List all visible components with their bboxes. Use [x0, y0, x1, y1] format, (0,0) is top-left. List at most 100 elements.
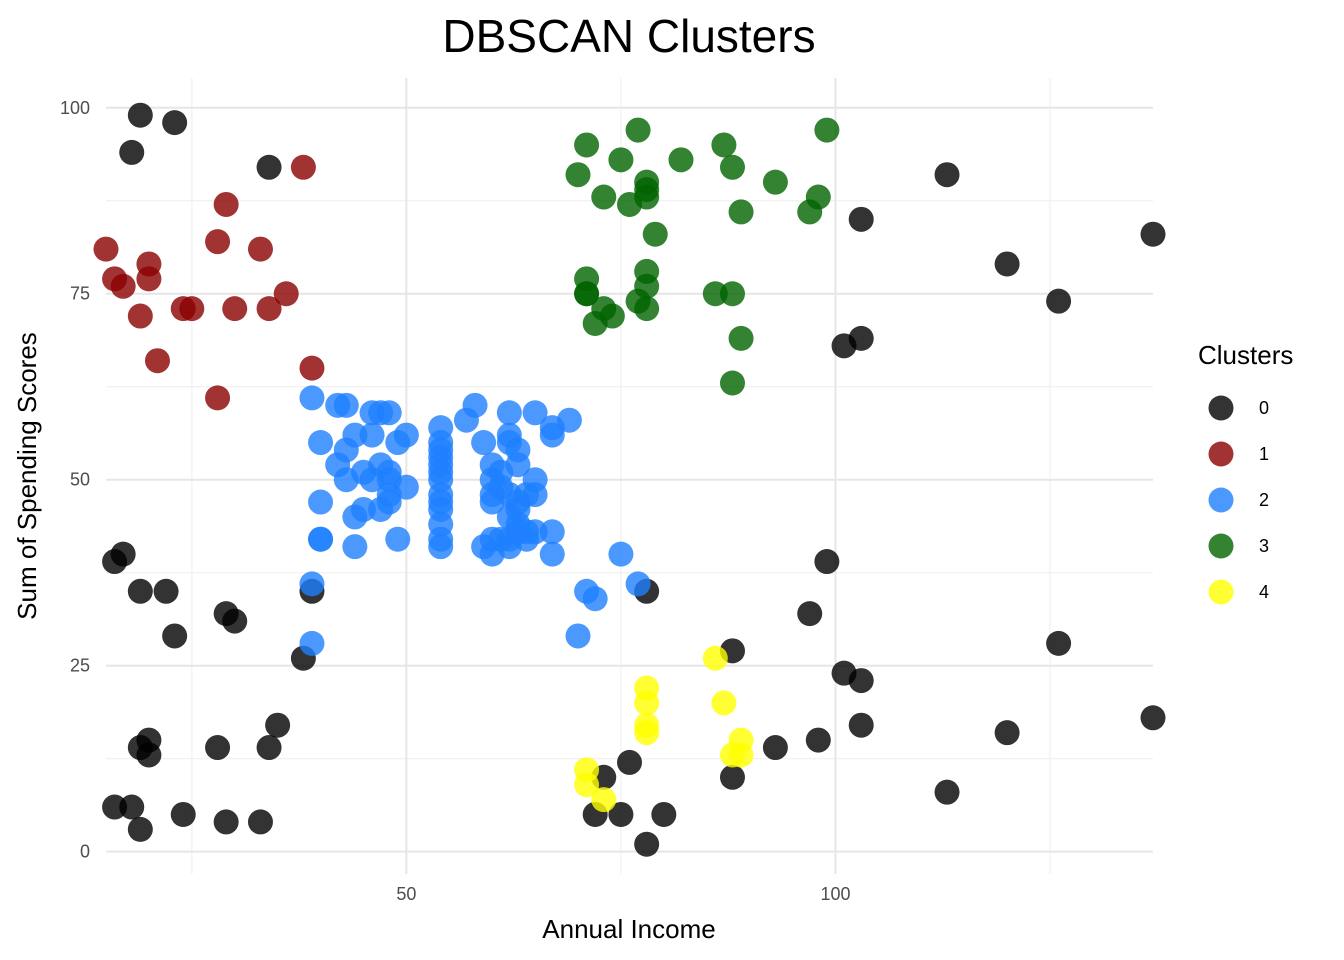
- data-point: [136, 266, 162, 292]
- data-point: [539, 422, 565, 448]
- data-point: [256, 296, 282, 322]
- data-point: [127, 578, 153, 604]
- data-point: [711, 690, 737, 716]
- legend-title: Clusters: [1198, 340, 1293, 370]
- data-point: [102, 794, 128, 820]
- data-point: [994, 720, 1020, 746]
- data-point: [719, 154, 745, 180]
- data-point: [342, 534, 368, 560]
- data-point: [539, 519, 565, 545]
- data-point: [1046, 288, 1072, 314]
- legend-key: [1208, 579, 1234, 605]
- data-point: [273, 281, 299, 307]
- data-point: [342, 422, 368, 448]
- data-point: [162, 623, 188, 649]
- data-point: [256, 154, 282, 180]
- data-point: [565, 623, 591, 649]
- data-point: [591, 787, 617, 813]
- data-point: [110, 541, 136, 567]
- data-point: [110, 273, 136, 299]
- data-point: [574, 132, 600, 158]
- data-point: [144, 348, 170, 374]
- legend-key: [1208, 395, 1234, 421]
- y-tick-label: 0: [80, 842, 90, 862]
- data-point: [265, 712, 291, 738]
- data-point: [505, 452, 531, 478]
- data-point: [119, 139, 145, 165]
- data-point: [814, 549, 840, 575]
- x-tick-label: 50: [396, 884, 416, 904]
- data-point: [711, 132, 737, 158]
- data-point: [702, 281, 728, 307]
- y-tick-label: 25: [70, 656, 90, 676]
- data-point: [797, 601, 823, 627]
- data-point: [617, 749, 642, 775]
- data-point: [205, 385, 231, 411]
- data-point: [359, 422, 385, 448]
- data-point: [247, 236, 273, 262]
- data-point: [608, 147, 634, 173]
- data-point: [634, 296, 660, 322]
- y-tick-label: 100: [60, 98, 90, 118]
- data-point: [222, 296, 248, 322]
- chart-title: DBSCAN Clusters: [442, 10, 815, 62]
- data-point: [359, 467, 385, 493]
- data-point: [728, 199, 754, 225]
- data-point: [308, 526, 334, 552]
- data-point: [162, 110, 188, 136]
- data-point: [308, 430, 334, 456]
- data-point: [574, 281, 600, 307]
- data-point: [153, 578, 179, 604]
- data-point: [719, 764, 745, 790]
- data-point: [719, 370, 745, 396]
- data-point: [994, 251, 1020, 277]
- series-3: [565, 117, 840, 396]
- data-point: [127, 816, 153, 842]
- x-tick-label: 100: [820, 884, 850, 904]
- series-4: [574, 645, 754, 813]
- data-point: [213, 191, 239, 217]
- data-point: [848, 668, 874, 694]
- data-point: [376, 482, 402, 508]
- data-point: [290, 154, 316, 180]
- data-point: [797, 199, 823, 225]
- data-point: [762, 735, 788, 761]
- data-point: [471, 430, 497, 456]
- data-point: [591, 184, 617, 210]
- data-point: [522, 519, 548, 545]
- data-point: [299, 355, 325, 381]
- data-point: [762, 169, 788, 195]
- data-point: [428, 534, 454, 560]
- data-point: [299, 385, 325, 411]
- data-point: [256, 735, 282, 761]
- y-tick-label: 50: [70, 470, 90, 490]
- data-point: [205, 735, 231, 761]
- data-point: [934, 162, 960, 188]
- legend-key: [1208, 441, 1234, 467]
- data-point: [582, 586, 608, 612]
- series-2: [299, 385, 651, 656]
- data-point: [213, 809, 239, 835]
- data-point: [634, 720, 660, 746]
- data-point: [127, 303, 153, 329]
- legend-label: 2: [1259, 490, 1269, 510]
- data-point: [1046, 630, 1072, 656]
- data-point: [634, 690, 660, 716]
- legend-label: 0: [1259, 398, 1269, 418]
- series-1: [93, 154, 325, 411]
- data-point: [848, 206, 874, 232]
- data-point: [393, 422, 419, 448]
- legend-key: [1208, 533, 1234, 559]
- data-point: [170, 801, 196, 827]
- data-point: [728, 325, 754, 351]
- data-point: [1140, 221, 1166, 247]
- data-point: [805, 727, 831, 753]
- data-point: [608, 541, 634, 567]
- data-point: [247, 809, 273, 835]
- data-point: [702, 645, 728, 671]
- y-axis-title: Sum of Spending Scores: [12, 332, 42, 620]
- legend-label: 4: [1259, 582, 1269, 602]
- data-points: [93, 102, 1166, 857]
- data-point: [582, 310, 608, 336]
